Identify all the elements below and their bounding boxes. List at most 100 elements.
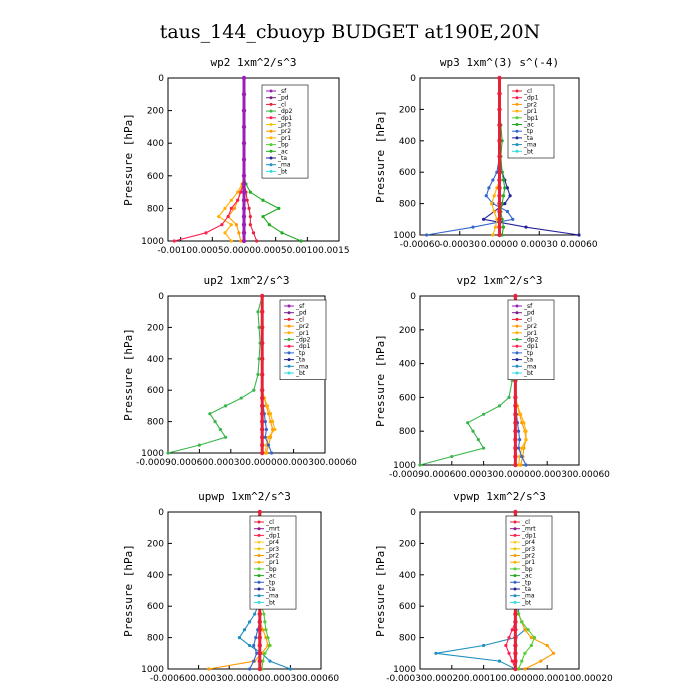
series-point-pr1 [489,202,494,206]
series-point-sf [241,124,247,130]
y-tick-label: 600 [399,602,416,612]
y-tick-label: 200 [399,326,416,336]
legend-marker [515,351,519,355]
legend-marker [269,156,273,160]
series-point-sf [241,173,247,178]
legend-label: _pd [523,310,535,317]
legend-marker [257,580,261,584]
legend-label: _pr3 [277,122,291,129]
series-point-dp1 [504,643,508,648]
series-point-bp [263,651,267,655]
series-point-pr2 [237,231,241,235]
series-point-bp [268,643,272,648]
legend-marker [257,547,261,551]
series-point-dp1 [172,239,176,243]
panel-title: wp2 1xm^2/s^3 [210,56,296,69]
legend-marker [513,580,517,584]
series-point-ac [501,194,506,198]
y-tick-label: 600 [147,172,164,182]
panels-group: wp2 1xm^2/s^3 Pressure [hPa] 0 200 400 600 800… [122,56,613,684]
x-tick-label: 0.00000 [481,240,518,250]
legend-marker [515,371,519,375]
series-point-tp [263,435,267,439]
series-point-cl [255,239,259,243]
series-point-cl [260,325,265,330]
legend-marker [287,311,291,315]
series-point-tp [270,451,274,455]
series-point-cl [497,209,502,214]
series-point-cl [257,611,262,617]
series-point-dp1 [510,659,514,663]
series-point-cl [248,223,252,227]
series-point-pr2 [523,667,527,671]
series-point-dp1 [229,206,233,210]
series-point-dp1 [236,198,240,202]
series-point-ac [280,231,284,235]
y-tick-label: 800 [399,200,416,210]
y-tick-label: 400 [147,355,164,365]
legend-marker [287,338,291,341]
series-point-cl [497,193,502,198]
legend-label: _bt [523,148,534,155]
legend-label: _bt [277,168,288,175]
legend-marker [269,116,273,120]
series-point-dp2 [482,412,486,416]
y-axis-label: Pressure [hPa] [374,334,387,427]
series-point-bp [520,659,524,663]
y-tick-label: 600 [399,393,416,403]
series-point-sf [241,230,247,236]
legend-label: _cl [277,101,286,108]
legend-label: _bt [521,599,532,606]
series-point-pr1 [491,233,495,237]
panel-title: up2 1xm^2/s^3 [203,274,289,287]
series-point-pr1 [217,214,221,219]
series-point-cl [513,429,518,434]
legend-marker [515,96,519,100]
panel-title: wp3 1xm^(3) s^(-4) [440,56,559,69]
legend-label: _ac [277,148,288,155]
legend-marker [287,344,291,348]
series-point-cl [513,293,518,299]
series-point-bp [520,620,524,624]
x-tick-label: -0.00060 [400,240,441,250]
legend-label: _ta [523,357,533,364]
series-point-dp2 [208,412,212,416]
legend-marker [513,554,517,557]
series-point-bp [523,651,527,655]
series-point-ma [253,612,257,616]
series-point-dp2 [257,325,261,329]
legend-label: _mrt [265,526,280,533]
legend-label: _dp2 [523,337,539,344]
series-point-ta [577,233,581,237]
series-point-pr1 [520,446,524,450]
series-point-dp1 [226,214,230,219]
legend-label: _pd [295,310,307,317]
legend-label: _tp [521,579,531,586]
legend-marker [257,540,261,544]
series-point-tp [484,194,488,198]
legend-label: _tp [523,128,533,135]
series-point-sf [241,141,247,146]
legend-marker [515,344,519,348]
series-point-ac [261,214,265,219]
series-point-ac [501,178,506,182]
series-point-pr2 [261,628,265,632]
series-point-cl [513,403,518,409]
series-point-cl [260,395,265,401]
legend-label: _pr2 [523,101,537,108]
legend-marker [515,136,519,140]
legend-label: _pr2 [265,553,279,560]
legend-marker [269,163,273,167]
series-point-cl [513,437,518,442]
legend-label: _ta [523,135,533,142]
legend-marker [287,371,291,375]
series-point-dp1 [239,190,243,194]
series-point-cl [497,185,502,191]
y-tick-label: 200 [399,105,416,115]
legend-label: _sf [295,303,305,310]
legend-label: _tp [523,350,533,357]
y-tick-label: 800 [399,427,416,437]
legend-label: _pr1 [523,330,537,337]
legend-marker [513,527,517,531]
legend-marker [513,533,517,537]
